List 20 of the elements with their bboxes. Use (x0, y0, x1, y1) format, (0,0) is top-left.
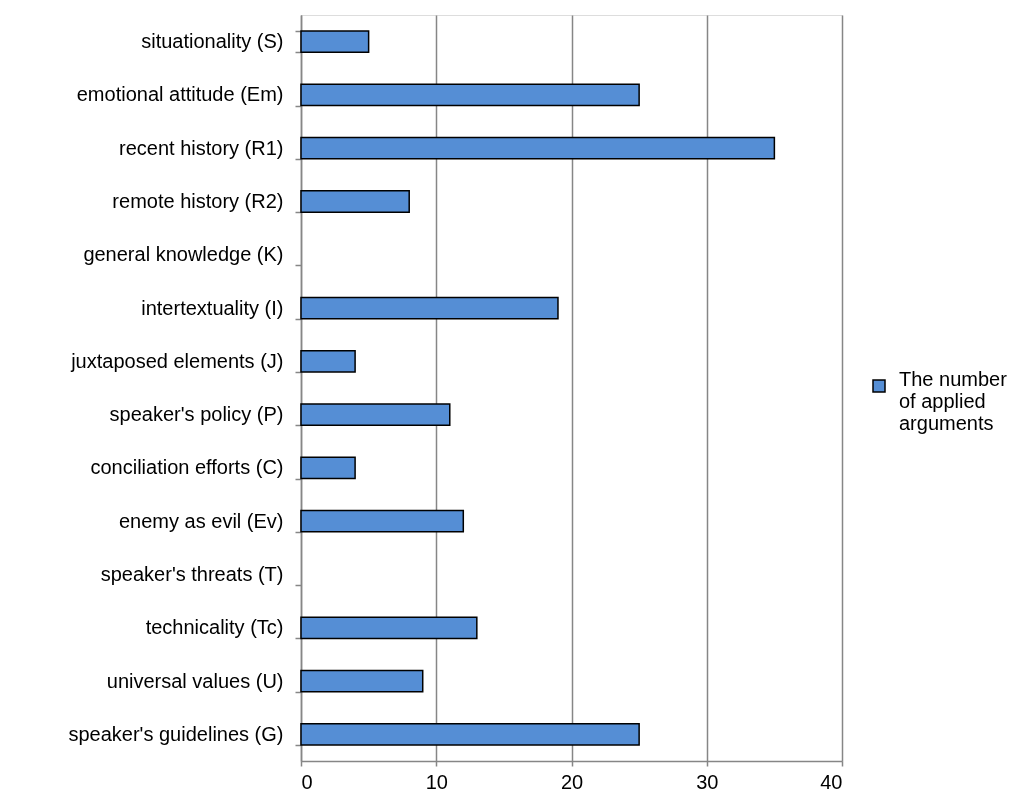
y-tick-label: enemy as evil (Ev) (119, 509, 284, 532)
y-tick-label: technicality (Tc) (145, 616, 284, 639)
legend-label: The number of applied arguments (899, 368, 1008, 434)
x-tick-label: 40 (820, 770, 843, 793)
y-tick-label: general knowledge (K) (83, 243, 284, 266)
y-tick-label: conciliation efforts (C) (90, 456, 284, 479)
y-tick-label: emotional attitude (Em) (76, 83, 284, 106)
y-tick-label: speaker's guidelines (G) (68, 722, 284, 745)
x-tick-label: 0 (301, 770, 313, 793)
y-tick-label: juxtaposed elements (J) (70, 349, 284, 372)
y-tick-label: universal values (U) (106, 669, 284, 692)
y-tick-label: recent history (R1) (119, 136, 284, 159)
x-tick-label: 30 (696, 770, 719, 793)
x-tick-label: 20 (560, 770, 584, 793)
y-tick-label: intertextuality (I) (141, 296, 284, 319)
y-tick-label: speaker's threats (T) (100, 563, 284, 585)
y-tick-label: remote history (R2) (112, 190, 284, 212)
x-tick-label: 10 (425, 770, 448, 793)
y-tick-label: situationality (S) (141, 30, 284, 53)
y-tick-label: speaker's policy (P) (109, 403, 284, 426)
